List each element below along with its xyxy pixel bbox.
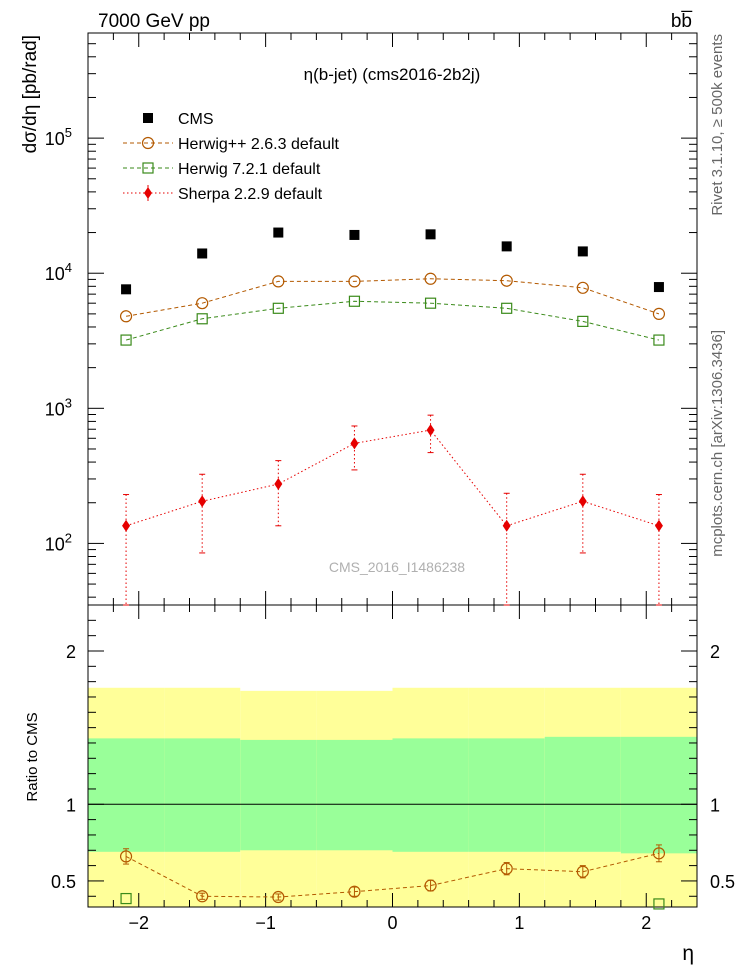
- ratio-inner-band: [316, 739, 393, 851]
- ratio-tick-label: 2: [66, 642, 76, 662]
- legend-marker: [142, 162, 154, 174]
- data-point: [120, 334, 132, 346]
- plot-title: η(b-jet) (cms2016-2b2j): [304, 65, 481, 84]
- ratio-point: [119, 850, 133, 863]
- data-point: [501, 241, 512, 252]
- ratio-point: [652, 847, 666, 860]
- ratio-point: [424, 879, 437, 892]
- ratio-inner-band: [468, 738, 545, 852]
- data-point: [350, 437, 359, 450]
- rivet-version-label: Rivet 3.1.10, ≥ 500k events: [709, 34, 726, 216]
- series-line: [125, 278, 660, 317]
- legend-marker: [143, 113, 153, 123]
- energy-label: 7000 GeV pp: [98, 11, 210, 32]
- ratio-inner-band: [544, 736, 621, 852]
- main-series: [119, 227, 666, 606]
- legend-marker: [144, 187, 152, 199]
- mcplots-reference-label: mcplots.cern.ch [arXiv:1306.3436]: [709, 330, 726, 557]
- y-axis-label: dσ/dη [pb/rad]: [20, 35, 41, 153]
- data-point: [349, 229, 360, 240]
- legend: CMS Herwig++ 2.6.3 default Herwig 7.2.1 de…: [123, 111, 340, 203]
- ratio-inner-band: [164, 738, 241, 852]
- data-point: [500, 274, 513, 287]
- data-point: [348, 295, 361, 307]
- data-point: [502, 519, 511, 532]
- data-point: [654, 519, 663, 532]
- y-tick-label: 103: [45, 395, 72, 419]
- y-tick-label: 104: [45, 260, 72, 284]
- ratio-point: [272, 890, 285, 904]
- data-point: [196, 297, 209, 310]
- data-point: [577, 315, 589, 327]
- ratio-inner-band: [620, 736, 697, 854]
- x-tick-label: −2: [128, 913, 149, 933]
- ratio-tick-label-right: 1: [710, 795, 720, 815]
- series-line: [125, 300, 660, 341]
- ratio-y-axis-label: Ratio to CMS: [24, 712, 41, 801]
- data-point: [577, 246, 588, 257]
- ratio-series: [119, 844, 666, 910]
- data-point: [426, 424, 435, 437]
- ratio-point: [576, 865, 589, 878]
- legend-entry: Herwig++ 2.6.3 default: [178, 136, 340, 153]
- ratio-point: [196, 890, 209, 903]
- data-point: [653, 282, 664, 293]
- ratio-axes: −2 −1 0 1 2 0.5 0.5 1 1 2 2: [51, 605, 735, 933]
- data-point: [273, 227, 284, 238]
- y-tick-label: 105: [45, 125, 72, 149]
- data-point: [197, 248, 208, 259]
- ratio-tick-label: 1: [66, 795, 76, 815]
- legend-entry: CMS: [178, 111, 214, 128]
- series-line: [125, 429, 660, 527]
- ratio-inner-band: [88, 738, 165, 852]
- ratio-tick-label-right: 0.5: [710, 872, 735, 892]
- ratio-point: [120, 892, 132, 905]
- x-tick-label: 0: [387, 913, 397, 933]
- main-axes: 102 103 104 105: [45, 32, 698, 605]
- process-label: bb̅: [671, 11, 693, 32]
- x-tick-label: 1: [514, 913, 524, 933]
- ratio-point: [653, 898, 665, 910]
- data-point: [424, 272, 437, 285]
- data-point: [119, 310, 133, 323]
- legend-entry: Herwig 7.2.1 default: [178, 161, 321, 178]
- data-point: [198, 495, 207, 508]
- ratio-inner-band: [240, 739, 317, 851]
- legend-marker: [141, 136, 155, 150]
- data-point: [122, 519, 131, 532]
- ratio-uncertainty-bands: [88, 687, 697, 907]
- x-tick-label: 2: [641, 913, 651, 933]
- data-point: [425, 229, 436, 240]
- ratio-point: [500, 862, 513, 875]
- ratio-point: [348, 885, 361, 898]
- data-point: [272, 275, 285, 288]
- data-point: [196, 313, 208, 325]
- y-tick-label: 102: [45, 530, 72, 554]
- data-point: [578, 495, 587, 508]
- x-axis-label: η: [682, 942, 694, 965]
- ratio-line: [125, 852, 660, 898]
- data-point: [652, 307, 666, 320]
- data-point: [501, 302, 513, 314]
- data-point: [424, 297, 437, 309]
- data-point: [274, 478, 283, 491]
- x-tick-label: −1: [255, 913, 276, 933]
- ratio-inner-band: [392, 738, 469, 852]
- analysis-watermark: CMS_2016_I1486238: [329, 559, 465, 575]
- data-point: [576, 281, 589, 294]
- legend-entry: Sherpa 2.2.9 default: [178, 186, 323, 203]
- ratio-tick-label: 0.5: [51, 872, 76, 892]
- data-point: [121, 284, 132, 295]
- data-point: [348, 275, 361, 288]
- data-point: [272, 302, 284, 314]
- data-point: [653, 334, 665, 346]
- ratio-tick-label-right: 2: [710, 642, 720, 662]
